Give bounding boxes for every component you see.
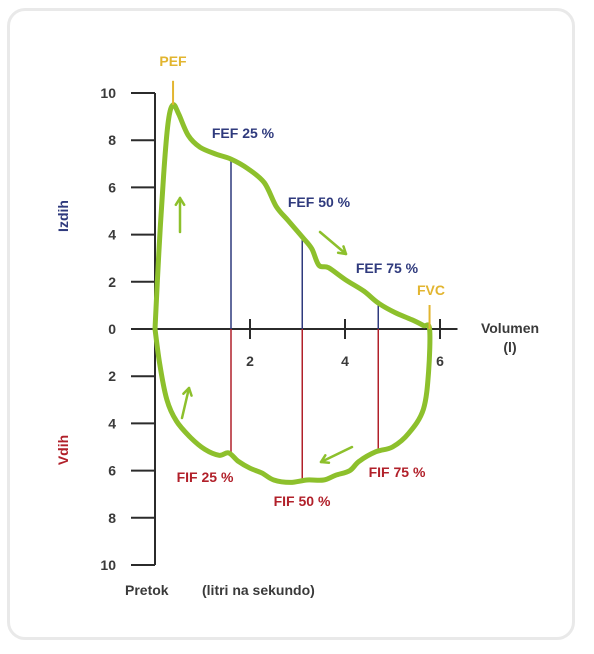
fif-label: FIF 75 % — [369, 464, 426, 480]
peak-label: FVC — [417, 282, 445, 298]
peak-label: PEF — [159, 53, 187, 69]
y-tick-label: 8 — [108, 132, 116, 148]
axes: 10 8 6 4 2 0 2 4 6 8 10 2 4 6 — [100, 85, 458, 573]
y-tick-label: 6 — [108, 179, 116, 195]
y-axis-unit-label: (litri na sekundo) — [202, 582, 315, 598]
y-tick-label: 10 — [100, 85, 116, 101]
vertical-markers: FEF 25 % FEF 50 % FEF 75 % FIF 25 % FIF 50 %… — [177, 125, 426, 509]
y-axis-bottom-label: Pretok — [125, 582, 169, 598]
flow-volume-loop — [152, 102, 433, 485]
fef-label: FEF 75 % — [356, 260, 419, 276]
y-tick-label: 2 — [108, 274, 116, 290]
x-axis-title: Volumen — [481, 320, 539, 336]
fif-label: FIF 50 % — [274, 493, 331, 509]
peak-markers: PEF FVC — [159, 53, 445, 329]
arrow-down-right-icon — [318, 230, 348, 256]
arrow-up-icon — [174, 196, 186, 234]
y-axis-upper-label: Izdih — [55, 200, 71, 232]
fif-label: FIF 25 % — [177, 469, 234, 485]
y-tick-label: 6 — [108, 463, 116, 479]
y-tick-label: 4 — [108, 227, 116, 243]
x-tick-label: 2 — [246, 353, 254, 369]
x-ticks: 2 4 6 — [246, 319, 444, 369]
y-tick-label: 8 — [108, 510, 116, 526]
y-axis-lower-label: Vdih — [55, 435, 71, 465]
x-tick-label: 4 — [341, 353, 349, 369]
y-ticks: 10 8 6 4 2 0 2 4 6 8 10 — [100, 85, 155, 573]
y-tick-label: 0 — [108, 321, 116, 337]
x-axis-unit: (l) — [503, 339, 516, 355]
fef-label: FEF 25 % — [212, 125, 275, 141]
direction-arrows — [174, 196, 354, 465]
y-tick-label: 10 — [100, 557, 116, 573]
y-tick-label: 4 — [108, 415, 116, 431]
arrow-left-icon — [319, 445, 354, 465]
y-tick-label: 2 — [108, 368, 116, 384]
arrow-up-icon — [180, 386, 193, 420]
x-tick-label: 6 — [436, 353, 444, 369]
fef-label: FEF 50 % — [288, 194, 351, 210]
chart-card — [7, 8, 575, 640]
